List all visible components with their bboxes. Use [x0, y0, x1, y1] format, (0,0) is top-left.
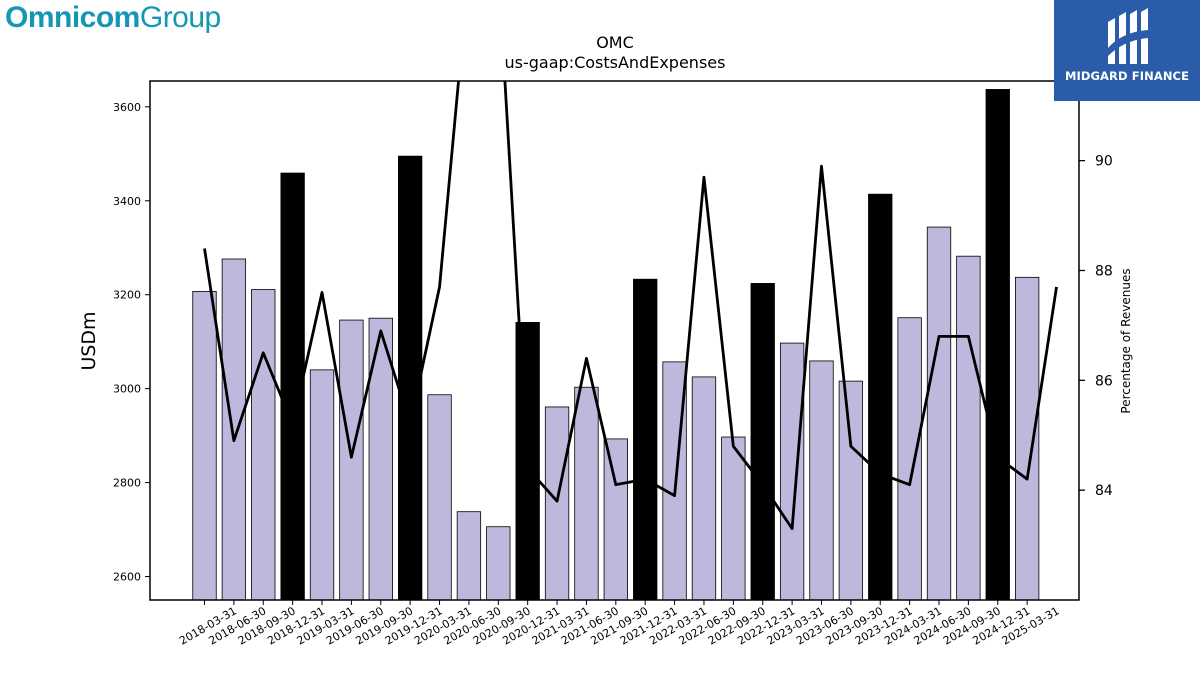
- logo-text-light: Group: [139, 1, 221, 34]
- bar-2019-12-31: [398, 155, 423, 601]
- bar-2022-12-31: [750, 283, 775, 601]
- bar-2021-09-30: [603, 438, 628, 601]
- bar-2018-06-30: [221, 258, 247, 601]
- y-tick-label: 3000: [113, 383, 141, 396]
- bar-2024-09-30: [956, 255, 981, 601]
- bar-2019-06-30: [339, 319, 364, 601]
- bar-2023-09-30: [838, 380, 864, 601]
- chart-subtitle: us-gaap:CostsAndExpenses: [505, 53, 726, 72]
- bar-2021-03-31: [544, 406, 570, 601]
- y-tick-label: 2800: [113, 477, 141, 490]
- bar-2018-03-31: [192, 291, 217, 601]
- bar-series: [192, 89, 1040, 601]
- bar-2024-06-30: [926, 226, 952, 601]
- y-tick-label: 3200: [113, 289, 141, 302]
- bar-2020-06-30: [456, 511, 482, 601]
- y2-tick-label: 86: [1095, 373, 1113, 389]
- bar-2022-09-30: [721, 436, 746, 601]
- bar-2023-03-31: [779, 342, 805, 601]
- bar-2025-03-31: [1014, 276, 1040, 601]
- logo-text-bold: Omnicom: [5, 1, 140, 34]
- bar-2020-03-31: [427, 394, 452, 601]
- y-tick-label: 3600: [113, 101, 141, 114]
- bar-2018-09-30: [251, 289, 276, 601]
- bar-2023-12-31: [868, 193, 893, 601]
- bar-2024-03-31: [897, 317, 922, 601]
- percentage-line: [203, 81, 1058, 530]
- bar-2021-06-30: [574, 386, 599, 601]
- bar-2019-03-31: [309, 369, 335, 601]
- y-tick-label: 2600: [113, 571, 141, 584]
- y-axis-right: 84 86 88 90: [1079, 154, 1113, 499]
- y-tick-label: 3400: [113, 195, 141, 208]
- plot-frame: [149, 80, 1080, 601]
- midgard-finance-logo: MIDGARD FINANCE: [1054, 0, 1200, 101]
- y2-tick-label: 84: [1095, 483, 1113, 499]
- bar-2021-12-31: [633, 278, 658, 601]
- omnicom-group-logo: OmnicomGroup: [5, 0, 221, 36]
- bar-2024-12-31: [985, 89, 1010, 601]
- line-series: [203, 81, 1058, 530]
- chart-title: OMC: [596, 33, 634, 52]
- bar-2022-06-30: [691, 376, 717, 601]
- y2-tick-label: 90: [1095, 154, 1113, 170]
- y-axis-label: USDm: [78, 311, 100, 370]
- partner-logo-text: MIDGARD FINANCE: [1064, 69, 1190, 83]
- x-axis: 2018-03-312018-06-302018-09-302018-12-31…: [177, 600, 1062, 648]
- y-axis-left: 2600 2800 3000 3200 3400 3600: [113, 101, 150, 584]
- midgard-emblem-icon: [1108, 8, 1148, 64]
- y2-tick-label: 88: [1095, 263, 1113, 279]
- y2-axis-label: Percentage of Revenues: [1119, 268, 1133, 413]
- bar-2023-06-30: [809, 360, 834, 601]
- bar-2020-09-30: [486, 526, 511, 601]
